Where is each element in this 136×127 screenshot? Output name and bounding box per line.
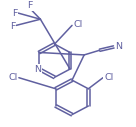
Text: F: F [12, 9, 18, 18]
Text: N: N [115, 42, 122, 51]
Text: F: F [10, 21, 15, 30]
Text: N: N [34, 65, 41, 74]
Text: F: F [28, 1, 33, 10]
Text: Cl: Cl [104, 73, 113, 82]
Text: Cl: Cl [73, 20, 82, 29]
Text: Cl: Cl [9, 73, 18, 82]
